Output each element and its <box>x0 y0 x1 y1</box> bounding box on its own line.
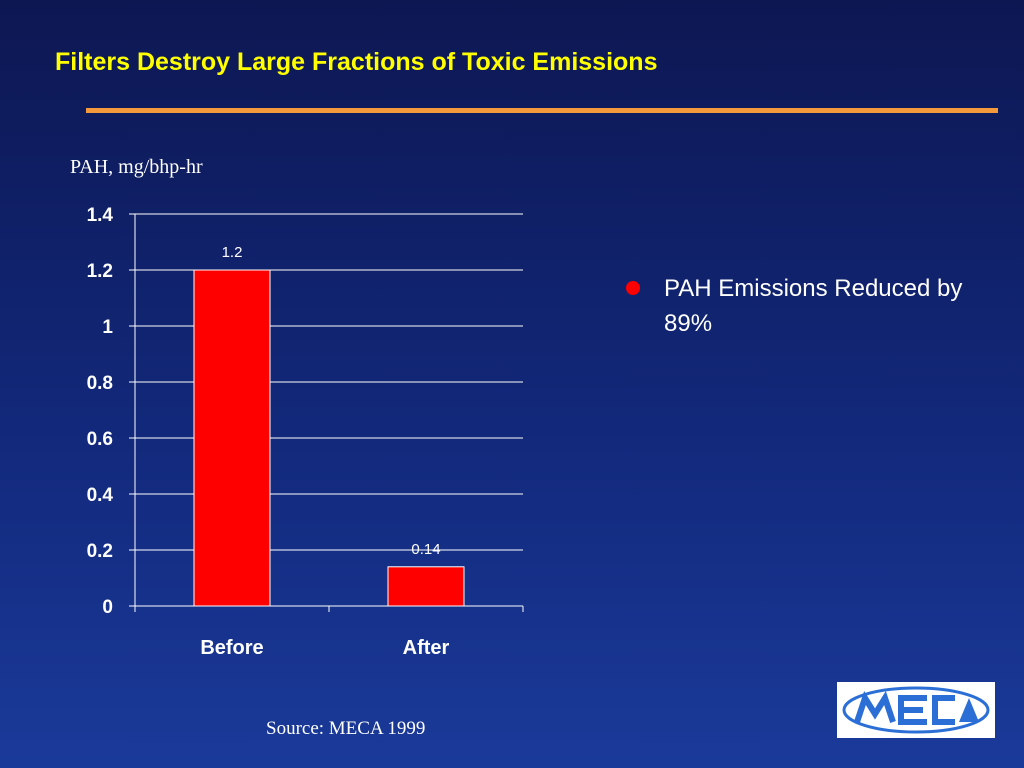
y-tick-label: 0.2 <box>87 541 113 562</box>
y-axis-label: PAH, mg/bhp-hr <box>70 156 203 178</box>
bar-after <box>387 566 465 607</box>
bar-before <box>193 269 271 607</box>
y-tick-label: 0.6 <box>87 429 113 450</box>
y-tick-label: 0.8 <box>87 373 113 394</box>
bullet-text: PAH Emissions Reduced by 89% <box>664 275 963 337</box>
y-tick-label: 0.4 <box>87 485 114 506</box>
title-divider <box>86 108 998 113</box>
y-tick-label: 0 <box>102 597 113 618</box>
meca-logo-mark <box>842 686 990 734</box>
y-tick-label: 1 <box>102 317 113 338</box>
y-tick-label: 1.4 <box>87 205 114 226</box>
meca-logo <box>837 682 995 738</box>
bullet-dot-icon <box>626 281 640 295</box>
data-label: 1.2 <box>222 244 243 261</box>
data-label: 0.14 <box>411 541 440 558</box>
x-tick-label: After <box>403 637 450 659</box>
slide-title: Filters Destroy Large Fractions of Toxic… <box>55 48 658 76</box>
x-tick-label: Before <box>200 637 263 659</box>
source-note: Source: MECA 1999 <box>266 718 426 739</box>
y-tick-label: 1.2 <box>87 261 113 282</box>
